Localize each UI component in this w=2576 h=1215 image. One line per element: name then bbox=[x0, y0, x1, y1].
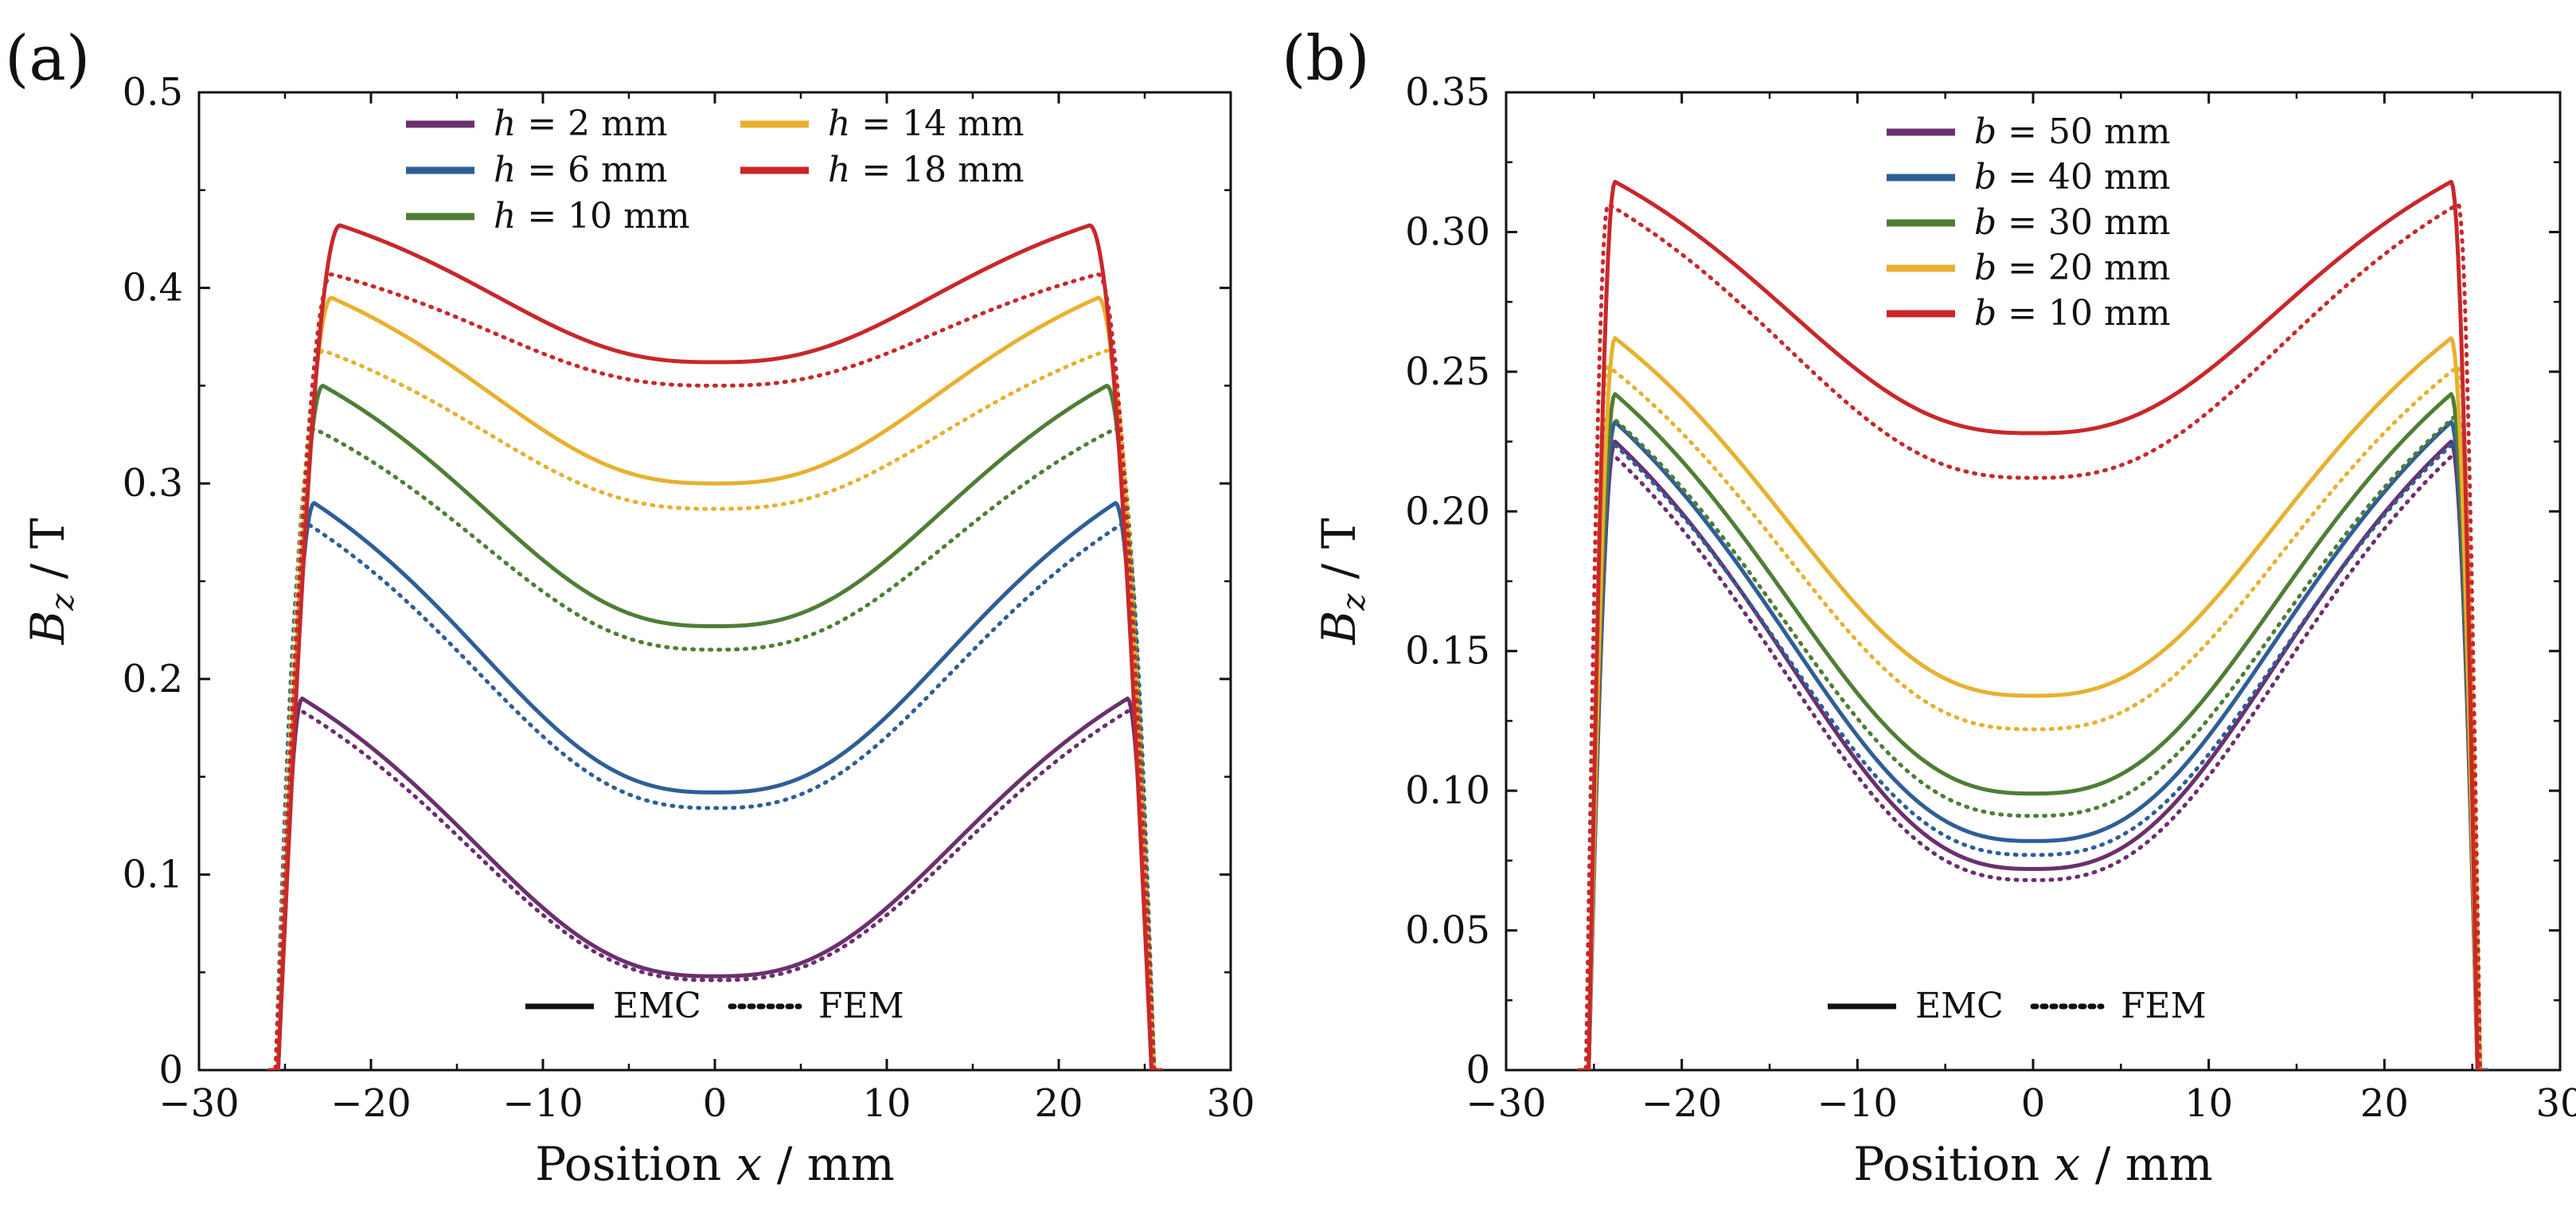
x-tick-label: −10 bbox=[1817, 1081, 1898, 1126]
y-axis-title: Bz / T bbox=[21, 518, 81, 645]
x-tick-label: 20 bbox=[2360, 1081, 2409, 1126]
panel-label-b: (b) bbox=[1282, 23, 1370, 95]
series-line-emc-4 bbox=[1581, 179, 2485, 1070]
y-tick-label: 0.3 bbox=[123, 461, 183, 506]
legend-label-3: h = 14 mm bbox=[828, 104, 1025, 144]
panel-label-a: (a) bbox=[5, 23, 90, 95]
x-tick-label: 20 bbox=[1034, 1081, 1083, 1126]
x-tick-label: −20 bbox=[330, 1081, 411, 1126]
series-line-emc-3 bbox=[1581, 336, 2485, 1070]
y-tick-label: 0.2 bbox=[123, 657, 183, 701]
x-tick-label: 10 bbox=[2184, 1081, 2233, 1126]
series-line-fem-1 bbox=[1577, 437, 2489, 1070]
chart-panel-a: (a) −30 −20 −10 0 10 20 30 0 0.1 0.2 0.3 0.4 0.5 Posi… bbox=[5, 23, 1255, 1191]
series-line-fem-2 bbox=[266, 427, 1164, 1070]
style-legend-dotted-label: FEM bbox=[818, 986, 904, 1026]
y-tick-label: 0.1 bbox=[123, 852, 183, 897]
x-tick-label: 10 bbox=[862, 1081, 911, 1126]
y-tick-label: 0.15 bbox=[1405, 629, 1490, 674]
series-line-emc-2 bbox=[271, 383, 1159, 1070]
series-line-emc-2 bbox=[1581, 392, 2485, 1070]
x-tick-label: 0 bbox=[703, 1081, 728, 1126]
legend-label-1: h = 6 mm bbox=[494, 150, 668, 190]
series-group bbox=[266, 223, 1164, 1070]
legend-label-1: b = 40 mm bbox=[1974, 157, 2170, 197]
series-legend: h = 2 mm h = 6 mm h = 10 mm h = 14 mm h = 18… bbox=[406, 104, 1025, 236]
x-axis-title: Position x / mm bbox=[535, 1137, 895, 1191]
series-line-emc-1 bbox=[1581, 420, 2485, 1070]
style-legend-dotted-label: FEM bbox=[2121, 986, 2207, 1026]
x-tick-label: 0 bbox=[2021, 1081, 2046, 1126]
y-tick-label: 0.10 bbox=[1405, 768, 1490, 813]
y-tick-label: 0.4 bbox=[123, 266, 183, 311]
style-legend-solid-label: EMC bbox=[1915, 986, 2004, 1026]
style-legend-solid-label: EMC bbox=[613, 986, 701, 1026]
series-line-fem-0 bbox=[1577, 448, 2489, 1070]
legend-label-3: b = 20 mm bbox=[1974, 248, 2170, 288]
y-axis-title: Bz / T bbox=[1312, 518, 1372, 645]
y-tick-label: 0.25 bbox=[1405, 350, 1490, 394]
y-tick-label: 0.5 bbox=[123, 70, 183, 115]
x-tick-label: −30 bbox=[1466, 1081, 1546, 1126]
x-tick-label: 30 bbox=[1206, 1081, 1255, 1126]
x-tick-label: −10 bbox=[502, 1081, 583, 1126]
legend-label-2: h = 10 mm bbox=[494, 196, 690, 236]
y-tick-label: 0.20 bbox=[1405, 489, 1490, 533]
series-line-fem-4 bbox=[1577, 202, 2489, 1070]
legend-label-0: h = 2 mm bbox=[494, 104, 668, 144]
series-group bbox=[1577, 179, 2489, 1070]
style-legend: EMC FEM bbox=[525, 986, 904, 1026]
x-tick-label: 30 bbox=[2535, 1081, 2576, 1126]
series-line-fem-2 bbox=[1577, 412, 2489, 1070]
x-tick-label: −30 bbox=[158, 1081, 239, 1126]
series-line-emc-1 bbox=[271, 501, 1159, 1070]
plot-frame bbox=[197, 91, 1232, 1072]
y-tick-label: 0 bbox=[158, 1048, 183, 1092]
x-tick-label: −20 bbox=[1641, 1081, 1722, 1126]
y-tick-label: 0.35 bbox=[1405, 70, 1490, 115]
legend-label-0: b = 50 mm bbox=[1974, 111, 2170, 152]
series-line-fem-0 bbox=[266, 706, 1164, 1070]
series-line-emc-3 bbox=[271, 295, 1159, 1070]
chart-panel-b: (b) −30 −20 −10 0 10 20 30 0 0.05 0.10 0.15 0.20 0.2… bbox=[1282, 23, 2576, 1191]
x-axis-title: Position x / mm bbox=[1853, 1137, 2213, 1191]
legend-label-4: b = 10 mm bbox=[1974, 293, 2170, 334]
y-tick-label: 0.30 bbox=[1405, 209, 1490, 254]
legend-label-4: h = 18 mm bbox=[828, 150, 1025, 190]
series-line-fem-3 bbox=[1577, 365, 2489, 1070]
y-tick-label: 0.05 bbox=[1405, 908, 1490, 953]
series-line-emc-4 bbox=[271, 223, 1159, 1070]
style-legend: EMC FEM bbox=[1828, 986, 2207, 1026]
series-legend: b = 50 mm b = 40 mm b = 30 mm b = 20 mm b = … bbox=[1887, 111, 2170, 334]
series-line-emc-0 bbox=[271, 696, 1159, 1070]
legend-label-2: b = 30 mm bbox=[1974, 202, 2170, 243]
y-tick-label: 0 bbox=[1466, 1048, 1490, 1092]
series-line-fem-3 bbox=[266, 349, 1164, 1070]
series-line-fem-1 bbox=[266, 521, 1164, 1070]
series-line-fem-4 bbox=[266, 272, 1164, 1070]
